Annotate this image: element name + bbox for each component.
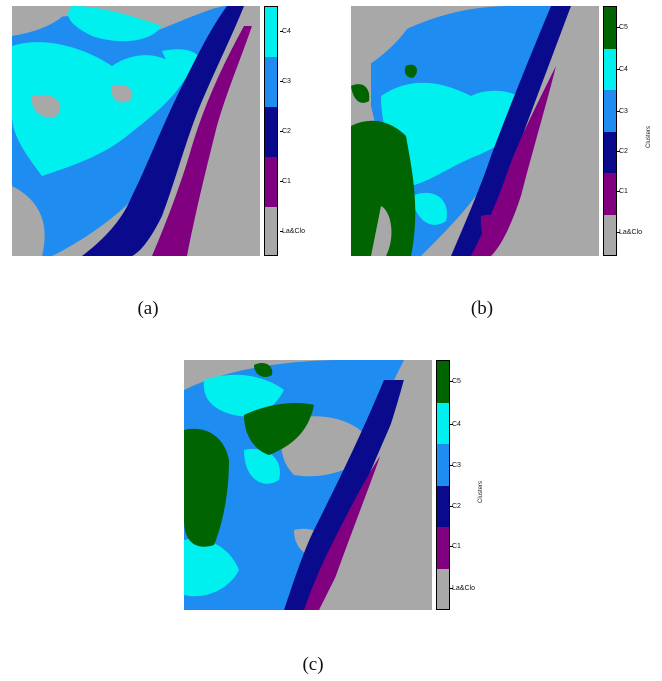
colorbar-a bbox=[264, 6, 278, 256]
colorbar-tick bbox=[450, 465, 453, 466]
colorbar-seg bbox=[265, 207, 277, 255]
colorbar-seg bbox=[265, 57, 277, 107]
colorbar-tick bbox=[617, 69, 620, 70]
legend-label-c5: C5 bbox=[452, 378, 461, 385]
colorbar-seg bbox=[604, 7, 616, 49]
caption-c: (c) bbox=[302, 654, 324, 675]
legend-label-c4: C4 bbox=[619, 66, 628, 73]
legend-label-c1: C1 bbox=[282, 178, 291, 185]
colorbar-tick bbox=[617, 151, 620, 152]
legend-title-c: Clusters bbox=[478, 480, 484, 503]
cluster-map-b bbox=[351, 6, 599, 256]
colorbar-tick bbox=[617, 191, 620, 192]
legend-label-c5: C5 bbox=[619, 24, 628, 31]
colorbar-tick bbox=[280, 181, 283, 182]
cluster-map-c bbox=[184, 360, 432, 610]
colorbar-tick bbox=[617, 232, 620, 233]
colorbar-seg bbox=[604, 173, 616, 215]
colorbar-tick bbox=[450, 546, 453, 547]
colorbar-b bbox=[603, 6, 617, 256]
colorbar-seg bbox=[604, 132, 616, 173]
colorbar-seg bbox=[265, 7, 277, 57]
legend-label-laclo: La&Clo bbox=[619, 229, 642, 236]
colorbar-tick bbox=[280, 131, 283, 132]
legend-label-c3: C3 bbox=[282, 78, 291, 85]
colorbar-seg bbox=[604, 49, 616, 90]
legend-label-c1: C1 bbox=[452, 543, 461, 550]
colorbar-seg bbox=[437, 361, 449, 403]
colorbar-tick bbox=[450, 588, 453, 589]
legend-label-c3: C3 bbox=[619, 108, 628, 115]
colorbar-seg bbox=[604, 215, 616, 255]
legend-label-laclo: La&Clo bbox=[282, 228, 305, 235]
colorbar-tick bbox=[450, 506, 453, 507]
legend-label-c4: C4 bbox=[452, 421, 461, 428]
colorbar-tick bbox=[280, 31, 283, 32]
legend-label-c2: C2 bbox=[619, 148, 628, 155]
legend-title-b: Clusters bbox=[646, 125, 652, 148]
colorbar-seg bbox=[437, 569, 449, 609]
colorbar-seg bbox=[437, 444, 449, 486]
caption-a: (a) bbox=[137, 298, 159, 319]
colorbar-seg bbox=[604, 90, 616, 132]
legend-label-c1: C1 bbox=[619, 188, 628, 195]
legend-label-c4: C4 bbox=[282, 28, 291, 35]
legend-label-c3: C3 bbox=[452, 462, 461, 469]
cluster-map-a bbox=[12, 6, 260, 256]
colorbar-seg bbox=[437, 486, 449, 527]
colorbar-seg bbox=[437, 527, 449, 569]
colorbar-tick bbox=[617, 27, 620, 28]
colorbar-tick bbox=[280, 81, 283, 82]
colorbar-seg bbox=[265, 107, 277, 157]
legend-label-c2: C2 bbox=[282, 128, 291, 135]
colorbar-seg bbox=[437, 403, 449, 444]
legend-label-laclo: La&Clo bbox=[452, 585, 475, 592]
colorbar-tick bbox=[617, 111, 620, 112]
legend-label-c2: C2 bbox=[452, 503, 461, 510]
colorbar-tick bbox=[450, 424, 453, 425]
caption-b: (b) bbox=[470, 298, 494, 319]
colorbar-c bbox=[436, 360, 450, 610]
colorbar-tick bbox=[450, 381, 453, 382]
colorbar-tick bbox=[280, 231, 283, 232]
colorbar-seg bbox=[265, 157, 277, 207]
